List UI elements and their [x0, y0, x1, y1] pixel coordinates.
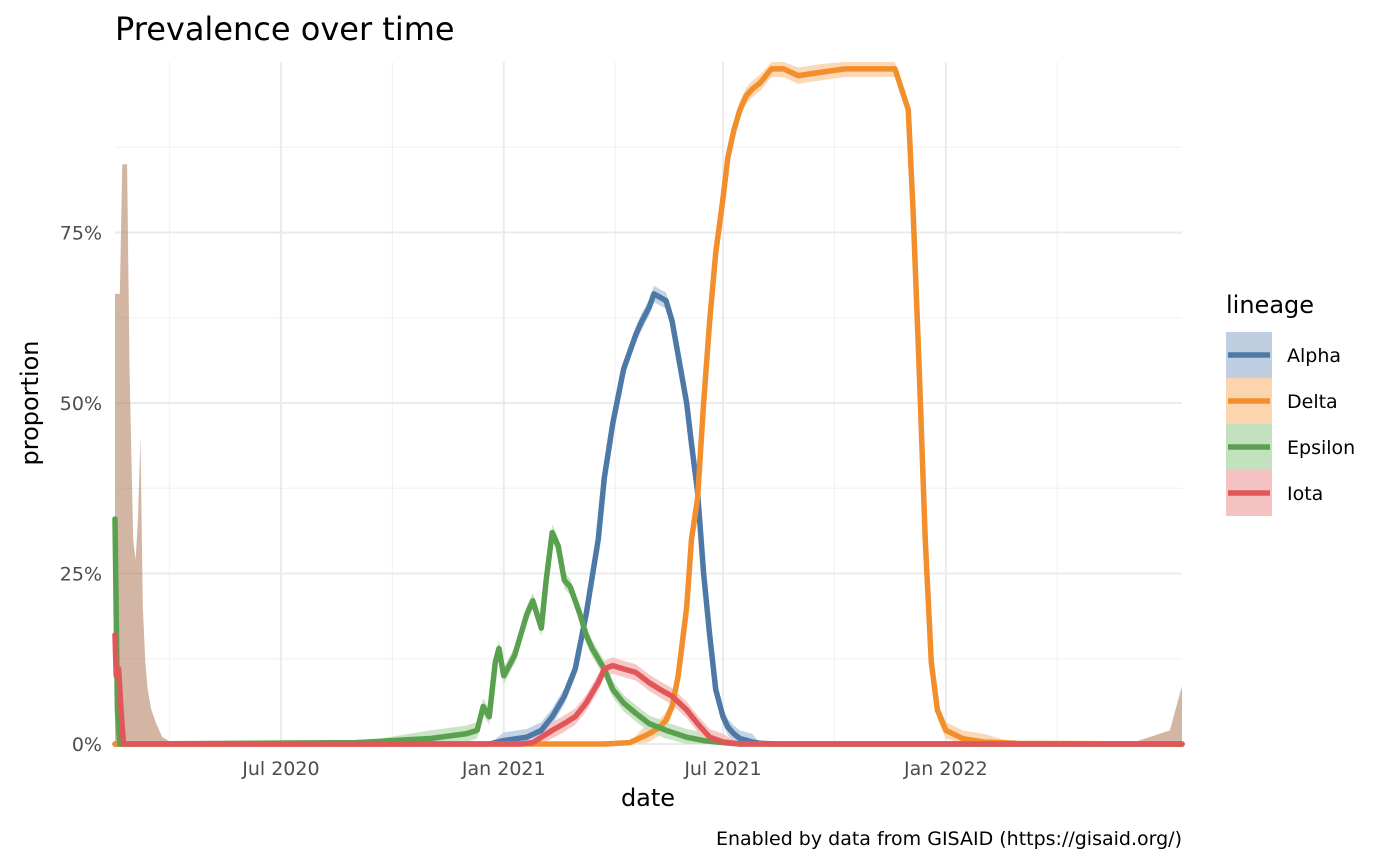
x-tick-label: Jan 2021	[461, 758, 546, 780]
series-lines	[112, 66, 1185, 747]
x-axis-title: date	[621, 784, 675, 812]
legend-item-alpha: Alpha	[1226, 332, 1341, 378]
legend-item-delta: Delta	[1226, 378, 1338, 424]
y-axis-title: proportion	[16, 340, 44, 465]
x-axis-ticks: Jul 2020 Jan 2021 Jul 2021 Jan 2022	[241, 758, 987, 780]
legend-item-epsilon: Epsilon	[1226, 424, 1355, 470]
grid	[115, 62, 1182, 745]
y-axis-ticks: 0% 25% 50% 75%	[60, 223, 102, 757]
legend-item-iota: Iota	[1226, 470, 1323, 516]
y-tick-label: 25%	[60, 564, 102, 586]
legend-label: Delta	[1287, 391, 1338, 413]
y-tick-label: 75%	[60, 223, 102, 245]
series-line-alpha	[112, 291, 1185, 747]
y-tick-label: 50%	[60, 393, 102, 415]
legend: lineage Alpha Delta Epsilon Iota	[1226, 291, 1355, 516]
legend-label: Iota	[1287, 483, 1323, 505]
chart-title: Prevalence over time	[115, 10, 455, 48]
chart-caption: Enabled by data from GISAID (https://gis…	[716, 828, 1182, 850]
x-tick-label: Jul 2020	[241, 758, 319, 780]
series-line-iota	[112, 632, 1185, 747]
series-line-epsilon	[112, 516, 1185, 747]
legend-label: Alpha	[1287, 345, 1341, 367]
series-line-delta	[112, 66, 1185, 747]
background-area	[115, 164, 1182, 745]
x-tick-label: Jul 2021	[683, 758, 761, 780]
series-ribbon-epsilon	[115, 510, 1182, 744]
x-tick-label: Jan 2022	[903, 758, 988, 780]
other-lineages-area	[115, 164, 1182, 745]
y-tick-label: 0%	[72, 734, 102, 756]
legend-title: lineage	[1226, 291, 1314, 319]
legend-label: Epsilon	[1287, 437, 1355, 459]
